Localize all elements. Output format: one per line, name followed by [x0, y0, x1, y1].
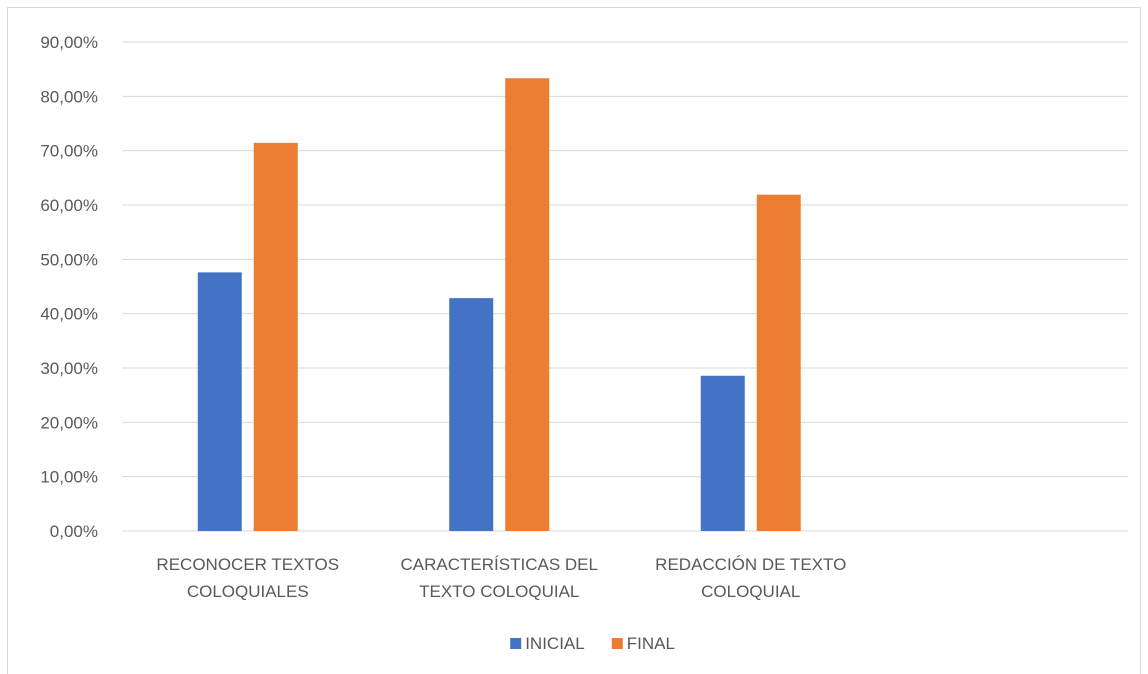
- legend-label-final: FINAL: [627, 634, 675, 653]
- bar-final: [756, 194, 801, 531]
- y-tick-label: 20,00%: [40, 413, 98, 432]
- category-label: RECONOCER TEXTOS: [156, 555, 339, 574]
- y-tick-label: 50,00%: [40, 250, 98, 269]
- legend-label-inicial: INICIAL: [525, 634, 585, 653]
- legend-swatch-final: [611, 638, 623, 649]
- bar-final: [505, 78, 550, 532]
- y-tick-label: 60,00%: [40, 196, 98, 215]
- chart-area: [7, 7, 1141, 674]
- category-label: CARACTERÍSTICAS DEL: [401, 555, 598, 574]
- category-label: COLOQUIALES: [187, 582, 309, 601]
- bar-inicial: [700, 375, 745, 531]
- bar-inicial: [197, 272, 242, 531]
- category-label: REDACCIÓN DE TEXTO: [655, 555, 846, 574]
- y-tick-label: 30,00%: [40, 359, 98, 378]
- bar-inicial: [449, 298, 494, 531]
- category-label: COLOQUIAL: [701, 582, 800, 601]
- legend-swatch-inicial: [510, 638, 522, 649]
- y-tick-label: 70,00%: [40, 142, 98, 161]
- y-tick-label: 90,00%: [40, 33, 98, 52]
- category-label: TEXTO COLOQUIAL: [419, 582, 579, 601]
- y-tick-label: 0,00%: [50, 522, 98, 541]
- y-tick-label: 10,00%: [40, 468, 98, 487]
- y-tick-label: 80,00%: [40, 87, 98, 106]
- bar-final: [253, 142, 298, 531]
- y-tick-label: 40,00%: [40, 305, 98, 324]
